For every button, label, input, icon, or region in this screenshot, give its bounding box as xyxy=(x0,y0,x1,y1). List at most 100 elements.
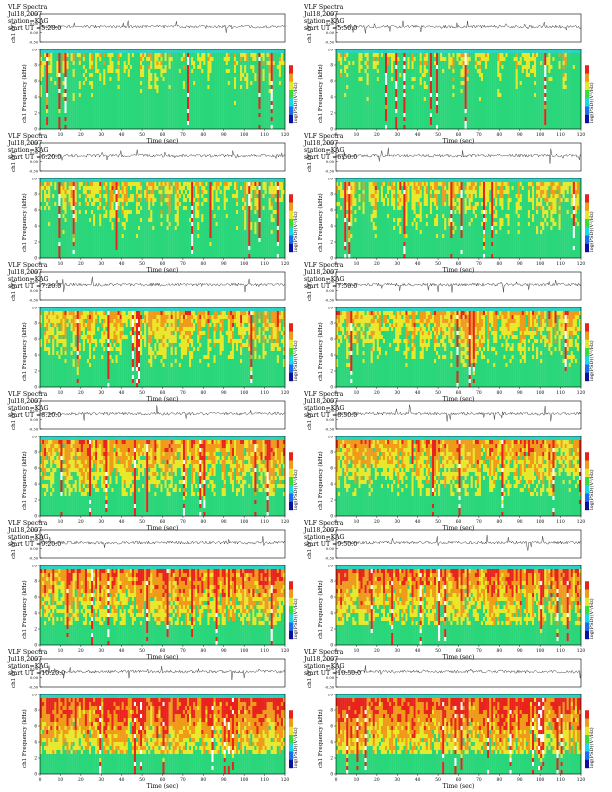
spectrogram-cell xyxy=(72,69,75,74)
spectrogram-cell xyxy=(135,65,139,70)
spectrogram-cell xyxy=(207,65,210,70)
spectrogram-cell xyxy=(146,81,149,86)
spectrogram-cell xyxy=(238,73,241,78)
spectrogram-cell xyxy=(458,77,461,82)
spectrogram-cell xyxy=(127,61,130,66)
spectrogram-cell xyxy=(140,57,143,62)
spectrogram-cell xyxy=(56,57,59,62)
spectrogram-cell xyxy=(258,113,261,118)
spectrogram-cell xyxy=(129,81,133,86)
spectrogram-cell xyxy=(497,113,500,118)
spectrogram-cell xyxy=(421,113,424,118)
spectrogram-cell xyxy=(352,113,355,118)
spectrogram-cell xyxy=(107,117,110,122)
spectrogram-cell xyxy=(489,125,492,130)
spectrogram-cell xyxy=(274,101,277,106)
spectrogram-cell xyxy=(280,109,284,114)
spectrogram-cell xyxy=(344,101,347,106)
spectrogram-cell xyxy=(372,85,375,90)
spectrogram-cell xyxy=(438,125,441,130)
spectrogram-cell xyxy=(68,69,71,74)
spectrogram-cell xyxy=(460,125,463,130)
spectrogram-cell xyxy=(374,121,377,126)
spectrogram-cell xyxy=(562,49,565,54)
spectrogram-cell xyxy=(521,93,524,98)
spectrogram-cell xyxy=(256,73,259,78)
spectrogram-cell xyxy=(172,85,175,90)
spectrogram-cell xyxy=(485,113,488,118)
spectrogram-cell xyxy=(248,77,251,82)
spectrogram-cell xyxy=(52,105,55,110)
spectrogram-cell xyxy=(564,57,567,62)
wave-ytick-label: 0.00 xyxy=(30,22,39,26)
spectrogram-cell xyxy=(203,77,206,82)
spectrogram-cell xyxy=(480,109,484,114)
spectrogram-cell xyxy=(574,113,578,118)
spectrogram-cell xyxy=(464,125,467,130)
spectrogram-cell xyxy=(219,81,222,86)
spectrogram-cell xyxy=(389,121,392,126)
spectrogram-cell xyxy=(164,77,167,82)
spectrogram-cell xyxy=(344,97,347,102)
spectrogram-cell xyxy=(344,65,347,70)
spectrogram-cell xyxy=(529,113,533,118)
spectrogram-cell xyxy=(458,109,461,114)
spectrogram-cell xyxy=(233,85,237,90)
spectrogram-cell xyxy=(276,117,280,122)
spectrogram-cell xyxy=(336,65,339,70)
spectrogram-cell xyxy=(272,61,275,66)
spectrogram-cell xyxy=(193,97,196,102)
spectrogram-cell xyxy=(213,113,216,118)
spectrogram-cell xyxy=(401,85,404,90)
spectrogram-cell xyxy=(546,73,549,78)
spectrogram-cell xyxy=(464,93,467,98)
spectrogram-cell xyxy=(254,81,257,86)
spectrogram-cell xyxy=(103,65,106,70)
spectrogram-cell xyxy=(523,121,527,126)
spectrogram-cell xyxy=(372,57,375,62)
spectrogram-cell xyxy=(423,105,426,110)
spectrogram-cell xyxy=(144,85,147,90)
spectrogram-cell xyxy=(438,49,441,54)
spectrogram-cell xyxy=(115,105,118,110)
spectrogram-cell xyxy=(150,69,153,74)
spectrogram-cell xyxy=(362,89,365,94)
spectrogram-cell xyxy=(52,65,55,70)
spectrogram-cell xyxy=(101,57,104,62)
spectrogram-cell xyxy=(491,105,494,110)
spectrogram-cell xyxy=(86,77,90,82)
spectrogram-cell xyxy=(411,121,414,126)
wave-ytick-label: 0.00 xyxy=(30,31,39,35)
spectrogram-cell xyxy=(254,125,257,130)
spectrogram-cell xyxy=(160,105,163,110)
spectrogram-cell xyxy=(370,105,373,110)
spectrogram-cell xyxy=(187,109,190,114)
spectrogram-cell xyxy=(397,85,400,90)
spectrogram-cell xyxy=(117,105,120,110)
spectrogram-cell xyxy=(129,105,133,110)
spectrogram-cell xyxy=(568,105,571,110)
spectrogram-cell xyxy=(144,57,147,62)
spectrogram-cell xyxy=(550,57,553,62)
spectrogram-cell xyxy=(117,57,120,62)
spectrogram-cell xyxy=(419,57,422,62)
spectrogram-cell xyxy=(434,49,437,54)
spectrogram-cell xyxy=(262,89,265,94)
spectrogram-cell xyxy=(268,121,271,126)
spectrogram-cell xyxy=(532,57,535,62)
spectrogram-cell xyxy=(91,77,94,82)
spectrogram-cell xyxy=(217,89,220,94)
spectrogram-cell xyxy=(176,113,179,118)
spec-ytick-label: 0 xyxy=(330,127,333,132)
spectrogram-cell xyxy=(266,101,269,106)
spectrogram-cell xyxy=(358,125,361,130)
spectrogram-cell xyxy=(119,89,122,94)
spectrogram-cell xyxy=(454,97,457,102)
spectrogram-cell xyxy=(466,117,469,122)
spectrogram-cell xyxy=(282,61,286,66)
spectrogram-cell xyxy=(444,89,447,94)
spectrogram-cell xyxy=(233,61,237,66)
spectrogram-cell xyxy=(562,117,565,122)
spectrogram-cell xyxy=(207,109,210,114)
spectrogram-cell xyxy=(146,121,149,126)
